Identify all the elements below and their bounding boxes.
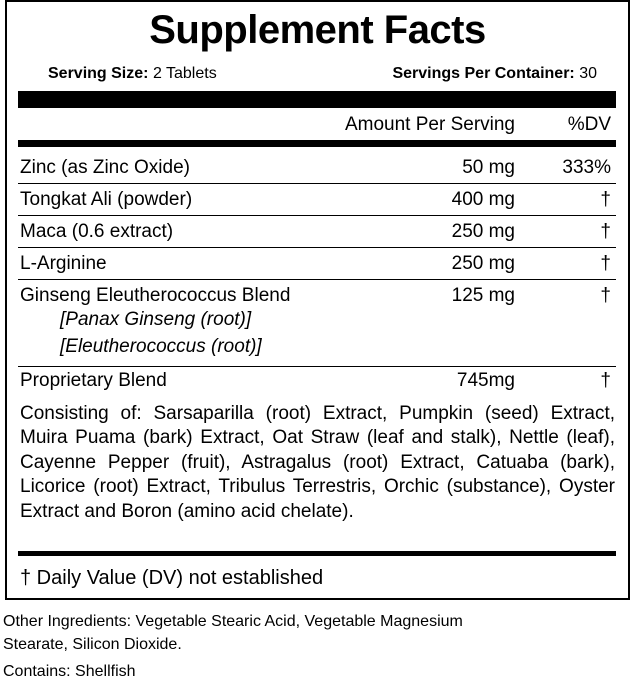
serving-size: Serving Size: 2 Tablets [48,65,217,83]
blend-description: Consisting of: Sarsaparilla (root) Extra… [20,403,615,522]
row-rule [18,366,616,367]
amount: 250 mg [451,253,515,274]
servings-value: 30 [579,65,597,82]
amount: 400 mg [451,189,515,210]
amount: 50 mg [462,157,515,178]
row-rule [18,183,616,184]
nutrient-name: Maca (0.6 extract) [20,221,174,242]
row-rule [18,215,616,216]
other-ingredients: Other Ingredients: Vegetable Stearic Aci… [3,613,463,653]
label-box [5,0,630,600]
thick-rule [18,551,616,556]
sub-ingredient: [Panax Ginseng (root)] [60,309,252,330]
amount: 125 mg [451,285,515,306]
column-header: %DV [567,114,611,135]
row-rule [18,247,616,248]
daily-value: † [600,253,611,274]
nutrient-name: L-Arginine [20,253,107,274]
daily-value: † [600,285,611,306]
contains: Contains: Shellfish [3,663,136,680]
footnote: † Daily Value (DV) not established [20,567,324,589]
daily-value: 333% [562,157,611,178]
amount: 250 mg [451,221,515,242]
sub-ingredient: [Eleutherococcus (root)] [60,336,262,357]
servings-per-container: Servings Per Container: 30 [392,65,597,83]
nutrient-name: Tongkat Ali (powder) [20,189,193,210]
servings-label: Servings Per Container: [392,65,575,82]
title: Supplement Facts [149,8,486,52]
column-header: Amount Per Serving [344,114,515,135]
thick-bar [18,91,616,108]
serving-size-label: Serving Size: [48,65,149,82]
thick-rule [18,140,616,147]
amount: 745mg [456,370,515,391]
daily-value: † [600,189,611,210]
nutrient-name: Zinc (as Zinc Oxide) [20,157,190,178]
daily-value: † [600,221,611,242]
row-rule [18,279,616,280]
nutrient-name: Ginseng Eleutherococcus Blend [20,285,291,306]
nutrient-name: Proprietary Blend [20,370,167,391]
daily-value: † [600,370,611,391]
serving-size-value: 2 Tablets [152,65,217,82]
